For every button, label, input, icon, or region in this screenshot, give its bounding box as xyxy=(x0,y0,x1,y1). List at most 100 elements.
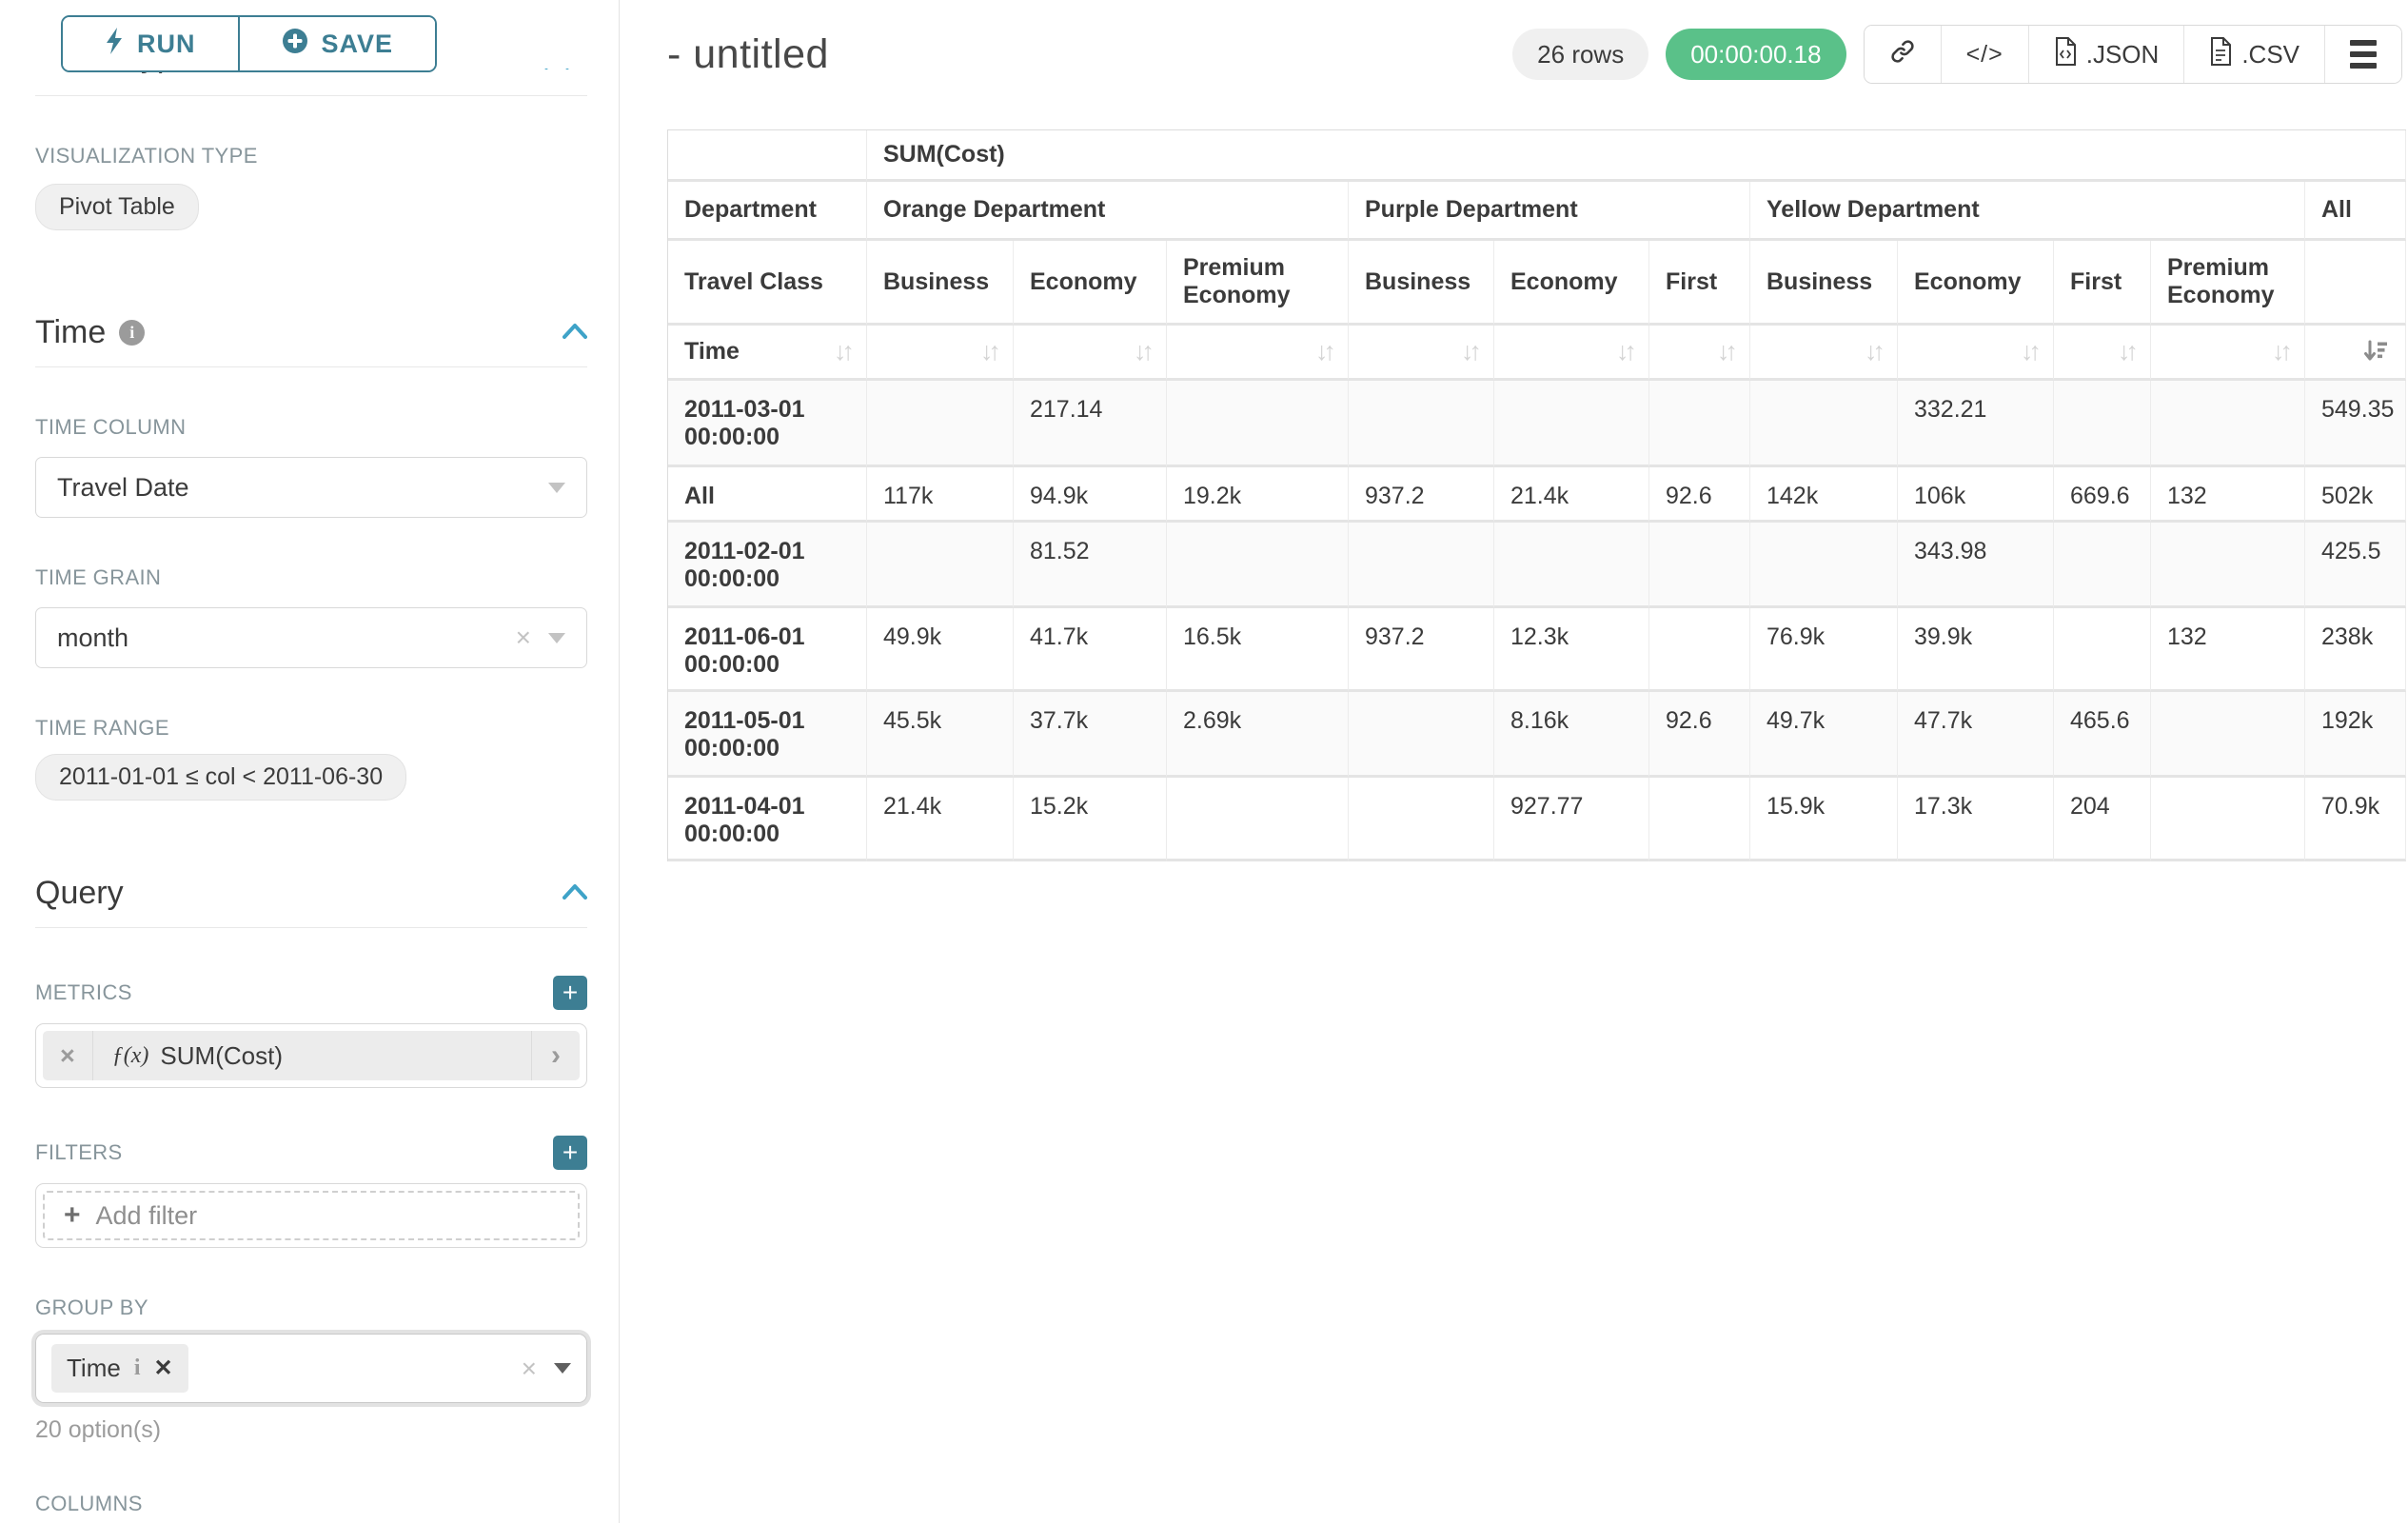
pivot-sort-header[interactable]: ↓↑ xyxy=(1898,326,2054,381)
chart-title[interactable]: - untitled xyxy=(667,30,829,77)
pivot-row-header: 2011-06-01 00:00:00 xyxy=(668,608,867,692)
pivot-class-header: Economy xyxy=(1898,241,2054,326)
sort-icon: ↓↑ xyxy=(2272,337,2293,366)
save-button[interactable]: SAVE xyxy=(237,17,436,70)
pivot-sort-header[interactable]: ↓↑ xyxy=(867,326,1014,381)
pivot-time-sort-header[interactable]: Time ↓↑ xyxy=(668,326,867,381)
pivot-sort-header[interactable]: ↓↑ xyxy=(2054,326,2151,381)
export-json-label: .JSON xyxy=(2085,39,2160,69)
pivot-row: 2011-04-01 00:00:00 21.4k 15.2k 927.77 15.9k… xyxy=(668,778,2406,861)
remove-metric-icon[interactable]: × xyxy=(43,1031,93,1080)
pivot-cell xyxy=(2054,523,2151,608)
pivot-cell: 8.16k xyxy=(1494,692,1649,778)
section-divider xyxy=(35,95,587,96)
pivot-class-header: Business xyxy=(1349,241,1494,326)
chevron-right-icon[interactable]: › xyxy=(531,1031,580,1080)
pivot-sort-header[interactable]: ↓↑ xyxy=(1349,326,1494,381)
pivot-cell: 92.6 xyxy=(1649,467,1750,523)
pivot-cell xyxy=(1649,523,1750,608)
pivot-cell: 92.6 xyxy=(1649,692,1750,778)
time-grain-label: TIME GRAIN xyxy=(35,565,162,589)
pivot-cell: 15.9k xyxy=(1750,778,1898,861)
sort-icon: ↓↑ xyxy=(834,337,855,366)
time-column-value: Travel Date xyxy=(57,472,189,502)
sort-icon: ↓↑ xyxy=(1134,337,1155,366)
section-divider xyxy=(35,927,587,928)
pivot-row: 2011-02-01 00:00:00 81.52 343.98 425.5 xyxy=(668,523,2406,608)
pivot-sort-header[interactable]: ↓↑ xyxy=(2151,326,2305,381)
pivot-cell: 76.9k xyxy=(1750,608,1898,692)
query-section-collapse-icon[interactable] xyxy=(563,883,587,904)
pivot-cell: 81.52 xyxy=(1014,523,1167,608)
sort-descending-icon xyxy=(2364,340,2387,361)
pivot-col-group-header: All xyxy=(2305,182,2406,241)
row-count-badge: 26 rows xyxy=(1512,29,1649,80)
add-filter-button[interactable]: + Add filter xyxy=(43,1191,580,1240)
pivot-corner-cell xyxy=(668,130,867,182)
pivot-cell xyxy=(1649,778,1750,861)
pivot-sort-header[interactable]: ↓↑ xyxy=(1494,326,1649,381)
pivot-sort-header[interactable]: ↓↑ xyxy=(1750,326,1898,381)
pivot-cell: 47.7k xyxy=(1898,692,2054,778)
pivot-cell: 94.9k xyxy=(1014,467,1167,523)
run-button[interactable]: RUN xyxy=(63,17,238,70)
metrics-label: METRICS xyxy=(35,980,132,1004)
pivot-cell xyxy=(1649,608,1750,692)
chart-canvas: - untitled 26 rows 00:00:00.18 </> xyxy=(620,0,2408,1523)
pivot-cell: 669.6 xyxy=(2054,467,2151,523)
menu-button[interactable] xyxy=(2324,26,2401,83)
time-section-collapse-icon[interactable] xyxy=(563,323,587,344)
pivot-cell: 549.35 xyxy=(2305,381,2406,467)
pivot-sort-header[interactable] xyxy=(2305,326,2406,381)
pivot-cell: 15.2k xyxy=(1014,778,1167,861)
share-link-button[interactable] xyxy=(1864,26,1941,83)
visualization-type-pill[interactable]: Pivot Table xyxy=(35,184,199,230)
pivot-cell: 238k xyxy=(2305,608,2406,692)
pivot-cell: 937.2 xyxy=(1349,467,1494,523)
time-grain-select[interactable]: month × xyxy=(35,607,587,668)
clear-icon[interactable]: × xyxy=(515,623,531,652)
pivot-cell: 21.4k xyxy=(867,778,1014,861)
sort-icon: ↓↑ xyxy=(1616,337,1637,366)
metrics-control: × ƒ(x) SUM(Cost) › xyxy=(35,1023,587,1088)
pivot-cell xyxy=(1167,381,1349,467)
clear-icon[interactable]: × xyxy=(521,1353,537,1383)
export-json-button[interactable]: .JSON xyxy=(2027,26,2184,83)
section-divider xyxy=(35,366,587,367)
query-timer-badge: 00:00:00.18 xyxy=(1666,29,1846,80)
metric-pill[interactable]: × ƒ(x) SUM(Cost) › xyxy=(43,1031,580,1080)
pivot-cell xyxy=(1649,381,1750,467)
sort-icon: ↓↑ xyxy=(1865,337,1885,366)
view-query-button[interactable]: </> xyxy=(1940,26,2028,83)
time-range-pill[interactable]: 2011-01-01 ≤ col < 2011-06-30 xyxy=(35,754,407,801)
pivot-sort-header[interactable]: ↓↑ xyxy=(1167,326,1349,381)
chart-header-actions: 26 rows 00:00:00.18 </> xyxy=(1512,25,2402,84)
sort-icon: ↓↑ xyxy=(1461,337,1482,366)
time-section-header: Time i xyxy=(35,314,587,351)
time-column-select[interactable]: Travel Date xyxy=(35,457,587,518)
group-by-select[interactable]: Time i ✕ × xyxy=(35,1334,587,1403)
pivot-cell: 927.77 xyxy=(1494,778,1649,861)
pivot-cell xyxy=(2054,381,2151,467)
pivot-sort-header[interactable]: ↓↑ xyxy=(1649,326,1750,381)
add-filter-plus-button[interactable]: + xyxy=(553,1136,587,1170)
add-metric-button[interactable]: + xyxy=(553,976,587,1010)
export-csv-button[interactable]: .CSV xyxy=(2183,26,2324,83)
pivot-cell xyxy=(2151,778,2305,861)
filters-label: FILTERS xyxy=(35,1140,123,1164)
pivot-cell: 217.14 xyxy=(1014,381,1167,467)
sort-icon: ↓↑ xyxy=(1315,337,1336,366)
pivot-class-dim-label: Travel Class xyxy=(668,241,867,326)
pivot-cell: 425.5 xyxy=(2305,523,2406,608)
pivot-sort-header[interactable]: ↓↑ xyxy=(1014,326,1167,381)
pivot-cell: 70.9k xyxy=(2305,778,2406,861)
pivot-row-header: 2011-03-01 00:00:00 xyxy=(668,381,867,467)
time-section-title: Time i xyxy=(35,314,146,351)
pivot-class-header: First xyxy=(1649,241,1750,326)
export-csv-label: .CSV xyxy=(2241,39,2299,69)
sort-icon: ↓↑ xyxy=(2021,337,2042,366)
pivot-cell: 142k xyxy=(1750,467,1898,523)
sort-icon: ↓↑ xyxy=(2118,337,2139,366)
remove-tag-icon[interactable]: ✕ xyxy=(153,1355,173,1381)
